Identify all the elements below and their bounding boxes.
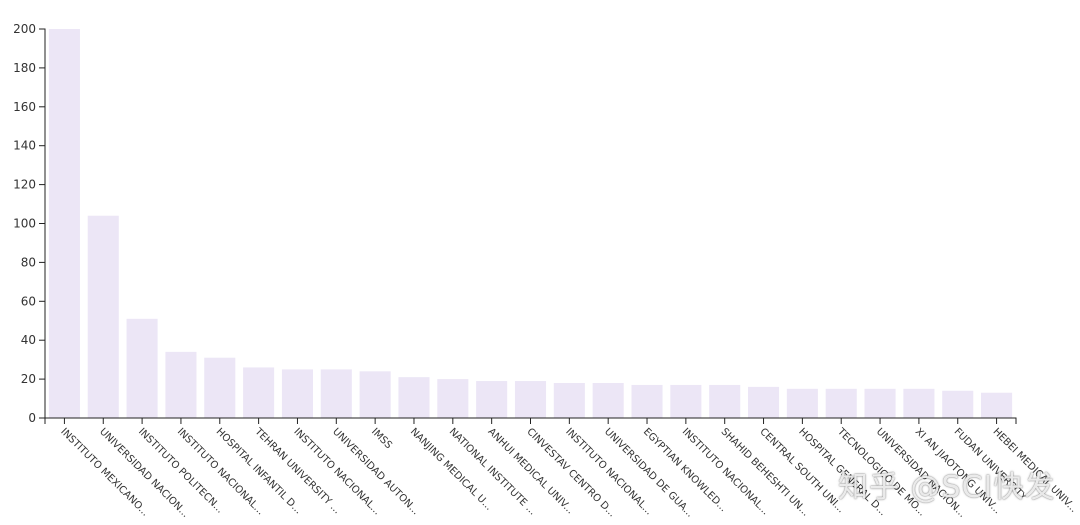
- y-tick-label: 160: [13, 100, 36, 114]
- bar: [204, 357, 236, 418]
- bar: [514, 381, 547, 418]
- bar: [359, 371, 391, 418]
- bar: [748, 386, 780, 418]
- bar: [281, 369, 313, 419]
- y-tick-label: 60: [21, 294, 36, 308]
- x-category-label: IMSS: [369, 426, 394, 451]
- bar: [126, 318, 158, 418]
- y-tick-label: 20: [21, 372, 36, 386]
- bar: [476, 381, 508, 418]
- bar: [398, 377, 430, 418]
- y-tick-label: 40: [21, 333, 36, 347]
- y-tick-label: 120: [13, 178, 36, 192]
- bar: [48, 29, 80, 418]
- y-axis: 0 20 40 60 80 100 120 140 160 180 200: [13, 22, 46, 425]
- bar: [553, 382, 585, 418]
- y-tick-label: 180: [13, 61, 36, 75]
- bar: [786, 388, 818, 418]
- watermark: 知乎 @SCI快发: [838, 470, 1056, 505]
- y-tick-label: 100: [13, 217, 36, 231]
- bar: [981, 392, 1013, 418]
- bar: [670, 384, 702, 418]
- y-tick-label: 140: [13, 139, 36, 153]
- bar: [437, 379, 469, 418]
- bar: [709, 384, 741, 418]
- bar: [87, 215, 119, 418]
- bar: [592, 382, 624, 418]
- y-tick-label: 0: [28, 411, 36, 425]
- bar: [864, 388, 896, 418]
- bar: [903, 388, 935, 418]
- bar: [243, 367, 275, 418]
- bar: [942, 390, 974, 418]
- bar: [825, 388, 857, 418]
- y-tick-label: 80: [21, 255, 36, 269]
- bar: [320, 369, 352, 419]
- x-category-label: NANJING MEDICAL U...: [408, 426, 494, 512]
- bar: [631, 384, 663, 418]
- y-tick-label: 200: [13, 22, 36, 36]
- bars: [48, 29, 1013, 419]
- bar: [165, 351, 197, 418]
